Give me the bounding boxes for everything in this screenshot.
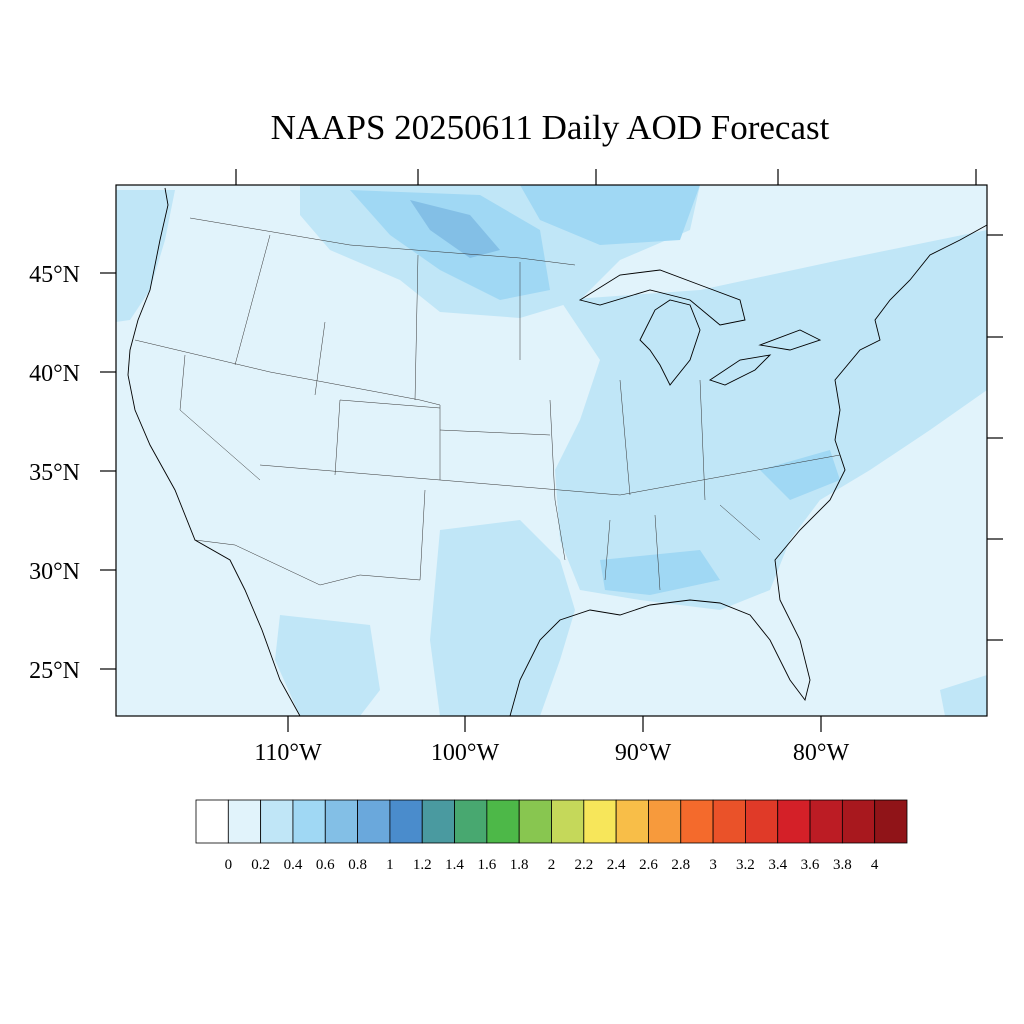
- colorbar-tick-label: 3: [709, 857, 717, 873]
- lake-michigan: [639, 299, 701, 386]
- aod-north-mid: [350, 190, 550, 300]
- lat-label-25: 25°N: [29, 658, 80, 684]
- colorbar-tick-label: 2.8: [671, 857, 690, 873]
- colorbar-swatch: [680, 799, 714, 844]
- aod-carolina-patch: [760, 450, 840, 500]
- colorbar-tick-label: 1.8: [510, 857, 529, 873]
- gulf-atlantic-coastline: [509, 224, 987, 716]
- colorbar-tick-label: 2.6: [639, 857, 658, 873]
- aod-pacific-band: [116, 190, 175, 322]
- colorbar-labels: 0 0.2 0.4 0.6 0.8 1 1.2 1.4 1.6 1.8 2 2.2 2.4 2.6 2.8 3…: [225, 857, 879, 873]
- aod-gulf-patch: [600, 550, 720, 595]
- colorbar-swatch: [195, 799, 229, 844]
- lon-label-110: 110°W: [254, 740, 322, 766]
- colorbar-swatch: [712, 799, 746, 844]
- coastlines: [127, 187, 987, 716]
- border-mexico: [194, 539, 421, 586]
- lake-erie: [708, 354, 772, 386]
- colorbar-tick-label: 3.8: [833, 857, 852, 873]
- border-42n: [134, 339, 441, 406]
- border-canada: [189, 217, 576, 266]
- colorbar-swatch: [454, 799, 488, 844]
- colorbar-swatch: [874, 799, 908, 844]
- border-36n: [259, 454, 841, 496]
- colorbar-swatch: [324, 799, 358, 844]
- border-interior: [179, 234, 706, 501]
- lat-label-35: 35°N: [29, 460, 80, 486]
- colorbar-swatch: [841, 799, 876, 844]
- colorbar-swatch: [486, 799, 520, 844]
- lon-label-100: 100°W: [431, 740, 500, 766]
- colorbar-swatch: [777, 799, 811, 844]
- colorbar-tick-label: 0.2: [251, 857, 270, 873]
- colorbar-tick-label: 0.4: [284, 857, 303, 873]
- colorbar-swatch: [648, 799, 682, 844]
- aod-caribbean-patch: [940, 675, 987, 716]
- aod-north-core: [410, 200, 500, 258]
- latitude-labels: 45°N 40°N 35°N 30°N 25°N: [29, 262, 80, 684]
- pacific-coastline: [127, 187, 301, 716]
- colorbar-tick-label: 0.6: [316, 857, 335, 873]
- lat-label-40: 40°N: [29, 361, 80, 387]
- colorbar-swatch: [421, 799, 455, 844]
- colorbar-swatch: [260, 799, 294, 844]
- lake-superior: [578, 269, 746, 326]
- colorbar-swatch: [227, 799, 262, 844]
- aod-ontario-patch: [520, 185, 700, 245]
- frame-ticks: [100, 169, 1003, 732]
- colorbar-tick-label: 3.6: [801, 857, 820, 873]
- colorbar-swatch: [809, 799, 843, 844]
- colorbar-tick-label: 3.2: [736, 857, 755, 873]
- lat-label-45: 45°N: [29, 262, 80, 288]
- state-borders: [134, 217, 841, 591]
- colorbar-swatch: [615, 799, 649, 844]
- aod-mexico-patch: [275, 615, 380, 716]
- aod-east-band: [555, 230, 987, 610]
- colorbar-swatch: [518, 799, 552, 844]
- colorbar: [195, 799, 908, 844]
- colorbar-tick-label: 2.2: [574, 857, 593, 873]
- aod-field: [116, 185, 987, 716]
- lat-label-30: 30°N: [29, 559, 80, 585]
- colorbar-swatch: [357, 799, 391, 844]
- colorbar-swatch: [551, 799, 585, 844]
- colorbar-swatch: [389, 799, 423, 844]
- colorbar-swatch: [292, 799, 326, 844]
- border-interior-2: [334, 399, 761, 591]
- map-title: NAAPS 20250611 Daily AOD Forecast: [270, 108, 830, 147]
- map-frame: [115, 184, 988, 717]
- colorbar-tick-label: 1: [386, 857, 394, 873]
- aod-texas-plume: [430, 520, 575, 716]
- colorbar-tick-label: 0: [225, 857, 233, 873]
- colorbar-swatch: [583, 799, 617, 844]
- colorbar-tick-label: 1.4: [445, 857, 464, 873]
- colorbar-tick-label: 2: [548, 857, 556, 873]
- colorbar-tick-label: 0.8: [348, 857, 367, 873]
- colorbar-tick-label: 1.6: [477, 857, 496, 873]
- lon-label-80: 80°W: [793, 740, 850, 766]
- longitude-labels: 110°W 100°W 90°W 80°W: [254, 740, 849, 766]
- colorbar-swatch: [745, 799, 779, 844]
- colorbar-tick-label: 2.4: [607, 857, 626, 873]
- colorbar-tick-label: 1.2: [413, 857, 432, 873]
- colorbar-tick-label: 4: [871, 857, 879, 873]
- colorbar-tick-label: 3.4: [768, 857, 787, 873]
- lake-ontario: [758, 329, 822, 351]
- lon-label-90: 90°W: [615, 740, 672, 766]
